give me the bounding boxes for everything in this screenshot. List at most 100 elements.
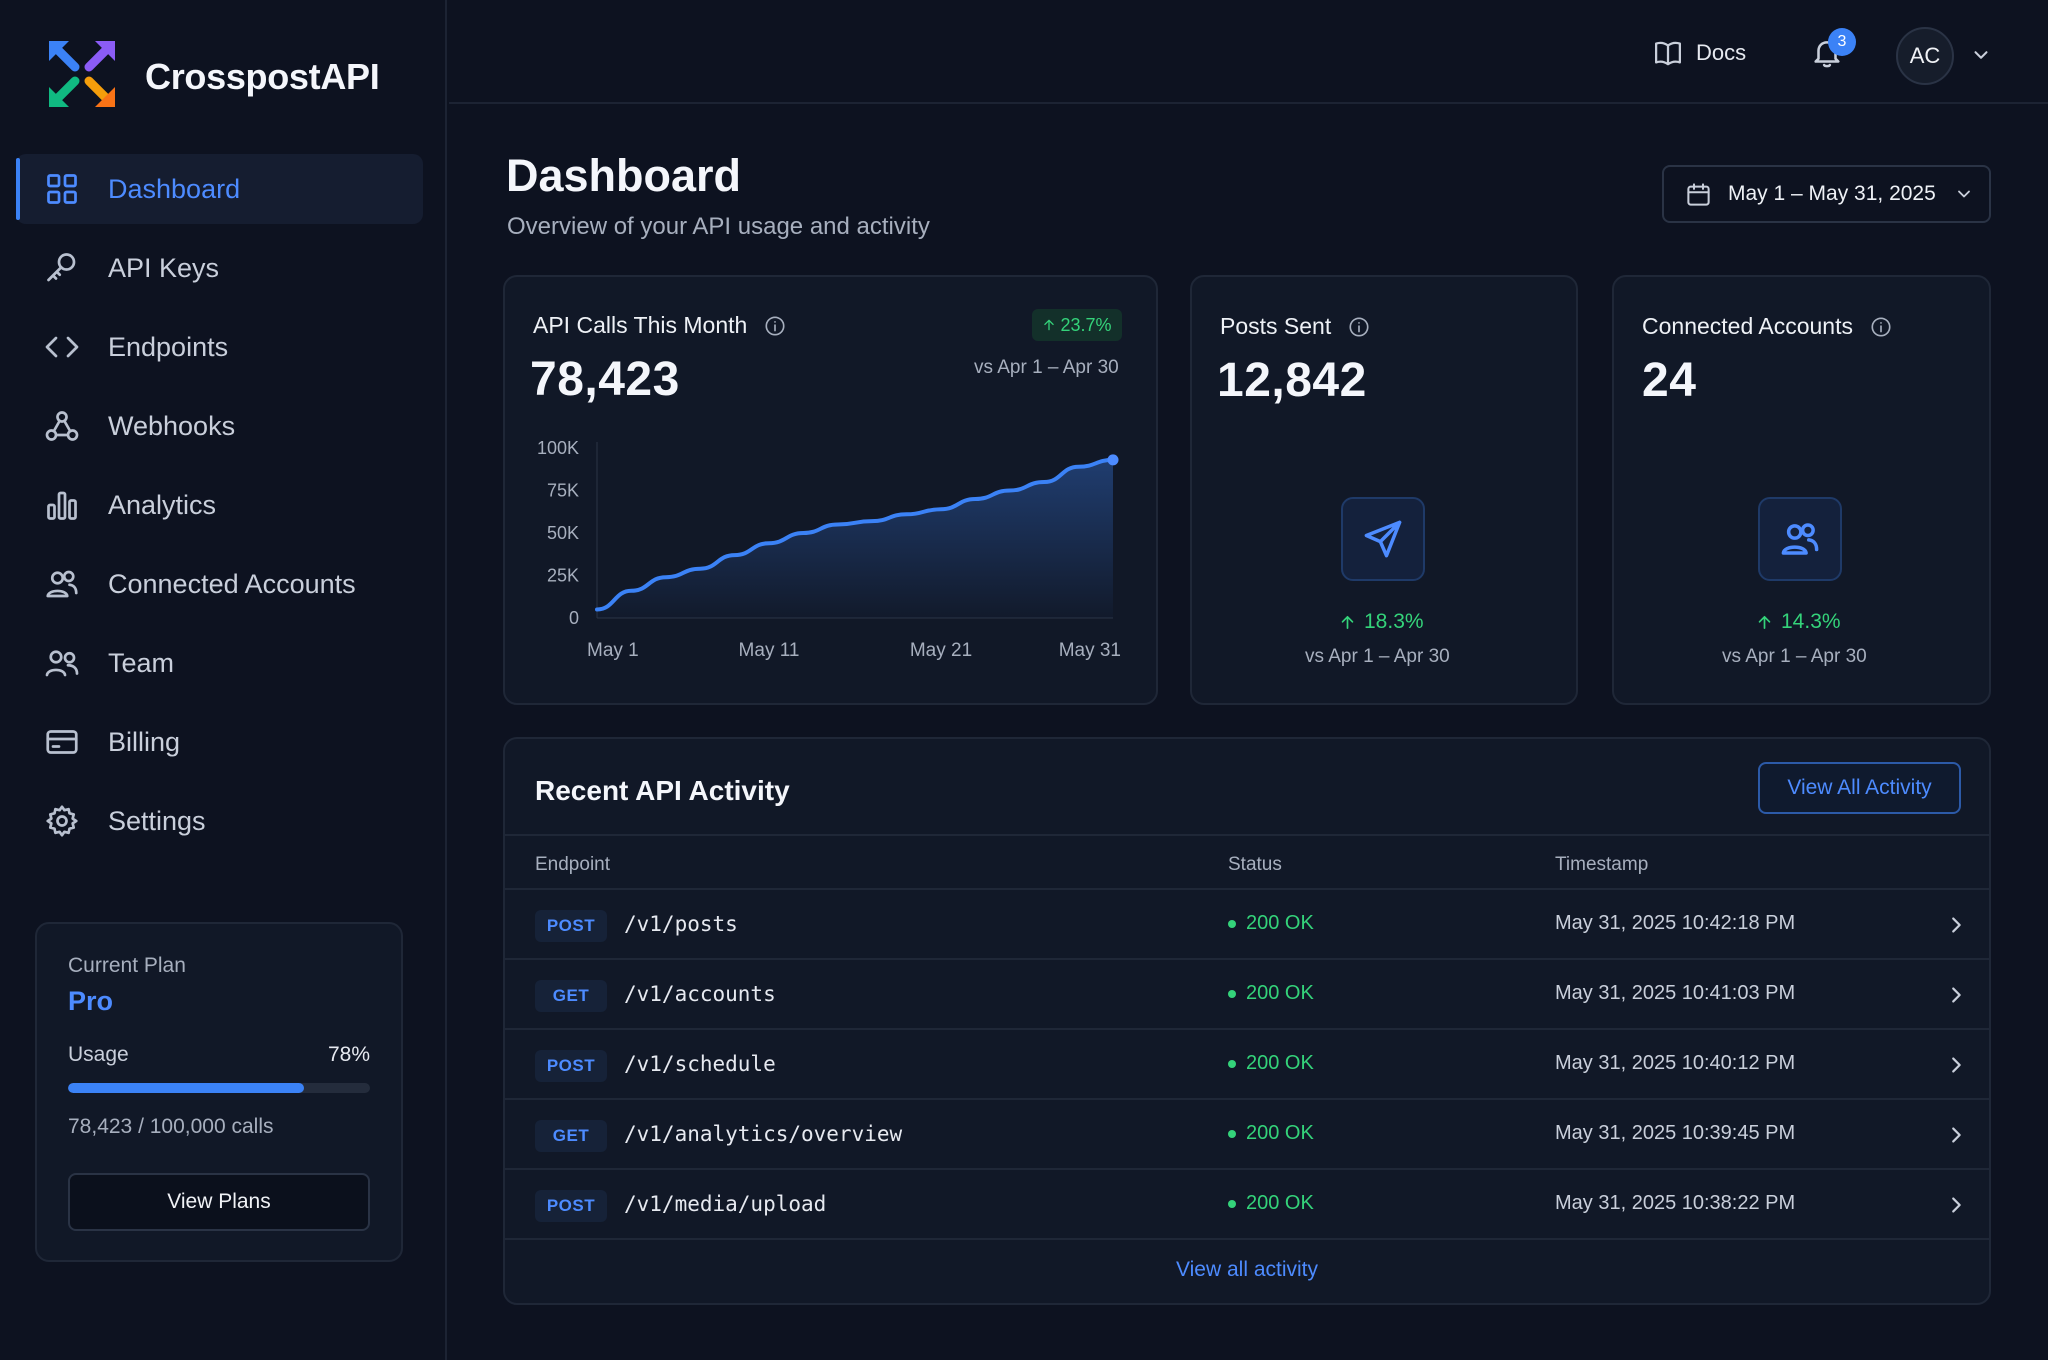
timestamp: May 31, 2025 10:39:45 PM [1555, 1122, 1796, 1144]
sidebar-item-dashboard[interactable]: Dashboard [16, 154, 423, 224]
page-subtitle: Overview of your API usage and activity [507, 213, 930, 240]
send-icon-tile [1341, 497, 1425, 581]
plan-label: Current Plan [68, 954, 186, 977]
method-badge: GET [535, 1120, 607, 1152]
dashboard-icon [47, 174, 77, 204]
method-badge: POST [535, 1190, 607, 1222]
status-cell: 200 OK [1228, 1192, 1314, 1215]
row-chevron[interactable] [1945, 1194, 1967, 1216]
sidebar-item-settings[interactable]: Settings [16, 786, 423, 856]
posts-sent-card [1190, 275, 1578, 705]
method-badge: GET [535, 980, 607, 1012]
sidebar-item-billing[interactable]: Billing [16, 707, 423, 777]
date-range-label: May 1 – May 31, 2025 [1728, 182, 1936, 205]
table-row[interactable]: POST /v1/media/upload 200 OK May 31, 202… [505, 1170, 1989, 1240]
info-icon[interactable] [1348, 316, 1370, 338]
sidebar-item-analytics[interactable]: Analytics [16, 470, 423, 540]
usage-label: Usage [68, 1043, 129, 1066]
timestamp: May 31, 2025 10:41:03 PM [1555, 982, 1796, 1004]
api-calls-trend-value: 23.7% [1060, 314, 1112, 335]
y-tick-label: 100K [537, 438, 579, 458]
view-all-activity-link[interactable]: View all activity [1176, 1258, 1318, 1281]
table-row[interactable]: POST /v1/posts 200 OK May 31, 2025 10:42… [505, 890, 1989, 960]
y-tick-label: 25K [547, 566, 579, 586]
column-header-status[interactable]: Status [1228, 854, 1282, 875]
info-icon[interactable] [1870, 316, 1892, 338]
date-range-picker[interactable]: May 1 – May 31, 2025 [1662, 165, 1991, 223]
sidebar-item-webhooks[interactable]: Webhooks [16, 391, 423, 461]
arrow-up-icon [1341, 615, 1354, 629]
info-icon[interactable] [764, 315, 786, 337]
avatar[interactable]: AC [1896, 27, 1954, 85]
row-chevron[interactable] [1945, 1124, 1967, 1146]
brand[interactable]: CrosspostAPI [45, 37, 380, 116]
table-row[interactable]: GET /v1/accounts 200 OK May 31, 2025 10:… [505, 960, 1989, 1030]
usage-progress-bar [68, 1083, 370, 1093]
sidebar-item-label: API Keys [108, 252, 220, 283]
view-all-activity-button[interactable]: View All Activity [1758, 762, 1961, 814]
gear-icon [46, 805, 78, 837]
chevron-right-icon [1952, 1127, 1961, 1143]
view-plans-button[interactable]: View Plans [68, 1173, 370, 1231]
method-badge: POST [535, 1050, 607, 1082]
activity-title: Recent API Activity [535, 775, 790, 806]
y-tick-label: 75K [547, 481, 579, 501]
status-text: 200 OK [1246, 1192, 1314, 1214]
topbar [449, 0, 2048, 104]
status-cell: 200 OK [1228, 1052, 1314, 1075]
endpoint-path: /v1/posts [624, 912, 738, 936]
sidebar-item-label: Webhooks [108, 410, 236, 441]
status-dot [1228, 1199, 1236, 1208]
status-text: 200 OK [1246, 982, 1314, 1004]
table-row[interactable]: GET /v1/analytics/overview 200 OK May 31… [505, 1100, 1989, 1170]
recent-activity-card: Recent API Activity View All Activity En… [503, 737, 1991, 1305]
webhook-icon [45, 411, 79, 441]
sidebar-nav: Dashboard API Keys Endpoints Webhooks An… [16, 154, 423, 865]
api-calls-comparison: vs Apr 1 – Apr 30 [974, 357, 1119, 378]
row-chevron[interactable] [1945, 914, 1967, 936]
y-tick-label: 50K [547, 523, 579, 543]
usage-progress-fill [68, 1083, 304, 1093]
send-icon [1364, 520, 1402, 558]
row-chevron[interactable] [1945, 1054, 1967, 1076]
usage-percent: 78% [327, 1043, 370, 1066]
chevron-down-icon [1974, 51, 1988, 59]
connected-accounts-title: Connected Accounts [1642, 313, 1892, 340]
sidebar-item-label: Connected Accounts [108, 568, 356, 599]
calendar-icon [1687, 182, 1710, 206]
bar-chart-icon [47, 491, 77, 520]
x-tick-label: May 31 [1059, 640, 1121, 661]
key-icon [47, 253, 76, 282]
y-tick-label: 0 [569, 608, 579, 628]
connected-accounts-title-text: Connected Accounts [1642, 313, 1853, 339]
users-icon-tile [1758, 497, 1842, 581]
api-calls-value: 78,423 [530, 353, 680, 406]
sidebar-item-endpoints[interactable]: Endpoints [16, 312, 423, 382]
posts-sent-comparison: vs Apr 1 – Apr 30 [1305, 646, 1450, 667]
connected-accounts-delta: 14.3% [1756, 610, 1841, 634]
status-dot [1228, 1129, 1236, 1138]
sidebar-item-api-keys[interactable]: API Keys [16, 233, 423, 303]
method-badge: POST [535, 910, 607, 942]
connected-accounts-value: 24 [1642, 354, 1697, 407]
chevron-down-icon [1957, 190, 1970, 198]
sidebar-item-label: Team [108, 647, 175, 678]
table-row[interactable]: POST /v1/schedule 200 OK May 31, 2025 10… [505, 1030, 1989, 1100]
row-chevron[interactable] [1945, 984, 1967, 1006]
account-menu-toggle[interactable] [1970, 44, 1992, 66]
status-text: 200 OK [1246, 1122, 1314, 1144]
x-tick-label: May 21 [910, 640, 972, 661]
arrow-up-icon [1758, 615, 1771, 629]
sidebar-item-label: Settings [108, 805, 206, 836]
column-header-timestamp[interactable]: Timestamp [1555, 854, 1649, 875]
status-cell: 200 OK [1228, 1122, 1314, 1145]
code-icon [45, 336, 79, 358]
api-calls-chart: 0 25K 50K 75K 100K May 1 May 11 May 21 May 31 [537, 438, 1121, 661]
notification-badge: 3 [1828, 28, 1856, 56]
docs-link[interactable]: Docs [1653, 38, 1746, 68]
column-header-endpoint[interactable]: Endpoint [535, 854, 611, 875]
posts-sent-title: Posts Sent [1220, 313, 1370, 340]
sidebar-item-team[interactable]: Team [16, 628, 423, 698]
sidebar-item-connected-accounts[interactable]: Connected Accounts [16, 549, 423, 619]
series-line [595, 457, 1115, 612]
